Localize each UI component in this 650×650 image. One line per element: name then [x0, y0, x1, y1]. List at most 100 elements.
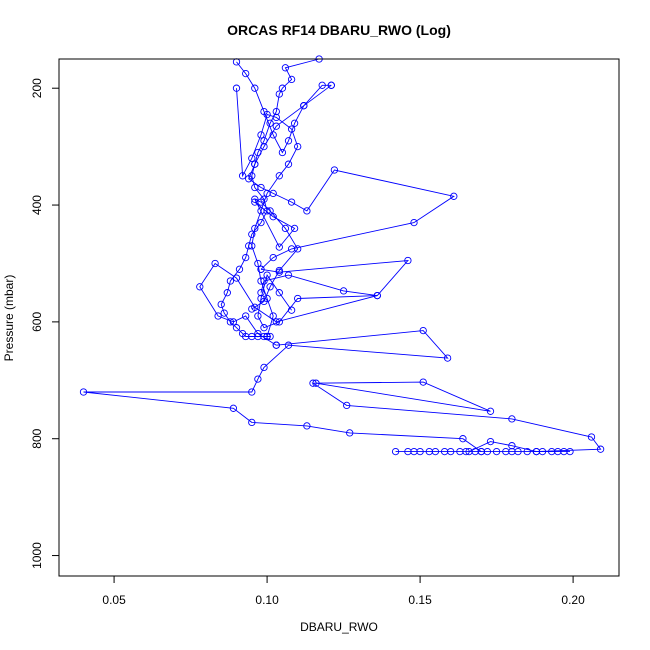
series-line-8	[257, 274, 378, 329]
data-point	[232, 84, 241, 92]
data-point	[312, 379, 320, 387]
data-point	[248, 388, 256, 396]
data-point	[248, 154, 256, 162]
data-point	[248, 242, 256, 250]
data-point	[254, 259, 262, 268]
data-point	[275, 318, 283, 326]
data-point	[242, 253, 250, 262]
data-point	[235, 265, 244, 273]
data-point	[254, 312, 262, 320]
data-point	[514, 447, 522, 456]
y-tick-label: 400	[30, 195, 44, 215]
data-point	[523, 447, 531, 456]
data-point	[232, 324, 241, 332]
data-point	[275, 172, 283, 180]
data-point	[278, 148, 287, 157]
data-point	[327, 81, 335, 89]
x-axis-label: DBARU_RWO	[300, 620, 378, 634]
data-point	[248, 305, 256, 313]
series-layer	[79, 55, 605, 456]
data-point	[278, 84, 287, 92]
data-point	[431, 447, 440, 456]
data-point	[462, 447, 470, 456]
data-point	[251, 198, 259, 206]
data-point	[254, 375, 262, 383]
data-point	[486, 407, 495, 415]
data-point	[447, 447, 455, 456]
data-point	[281, 224, 290, 233]
data-point	[269, 213, 277, 221]
series-7	[391, 447, 574, 456]
data-point	[275, 289, 283, 297]
data-point	[266, 207, 274, 215]
data-point	[272, 341, 280, 349]
data-point	[260, 107, 268, 116]
data-point	[596, 445, 605, 453]
data-point	[257, 289, 265, 297]
data-point	[242, 69, 250, 78]
data-point	[287, 306, 296, 314]
y-tick-label: 800	[30, 428, 44, 448]
data-point	[290, 119, 299, 127]
data-point	[251, 84, 259, 92]
data-point	[346, 429, 354, 437]
x-tick-label: 0.10	[255, 593, 279, 607]
x-tick-label: 0.05	[102, 593, 126, 607]
data-point	[232, 274, 241, 282]
data-point	[443, 354, 452, 362]
data-point	[330, 166, 339, 174]
data-point	[492, 447, 501, 456]
data-point	[229, 404, 238, 412]
data-point	[416, 447, 424, 456]
data-point	[419, 326, 427, 335]
data-point	[294, 142, 302, 151]
data-point	[508, 442, 516, 450]
data-point	[284, 137, 293, 145]
data-point	[272, 107, 280, 116]
data-point	[303, 207, 311, 215]
data-point	[260, 297, 268, 306]
data-point	[254, 329, 262, 338]
series-line-3	[248, 84, 455, 270]
data-point	[303, 422, 311, 430]
data-point	[275, 90, 283, 98]
data-point	[339, 287, 348, 295]
data-point	[79, 388, 88, 396]
series-line-4	[199, 259, 409, 346]
y-tick-label: 1000	[30, 542, 44, 569]
data-point	[343, 401, 351, 410]
data-point	[196, 283, 204, 291]
series-line-5	[83, 330, 482, 452]
data-point	[257, 265, 265, 273]
series-line-2	[236, 61, 332, 154]
data-point	[294, 294, 302, 303]
data-point	[508, 415, 516, 423]
data-point	[391, 447, 400, 456]
data-point	[248, 418, 256, 427]
data-point	[459, 435, 467, 443]
data-point	[260, 142, 268, 151]
data-point	[223, 289, 231, 297]
data-point	[483, 447, 492, 456]
y-tick-label: 200	[30, 78, 44, 98]
data-point	[272, 122, 280, 130]
y-axis: 200 400 600 800 1000	[30, 78, 60, 569]
data-point	[251, 160, 259, 168]
data-point	[275, 266, 283, 275]
data-point	[245, 175, 253, 183]
series-9	[248, 195, 302, 313]
data-point	[257, 218, 265, 227]
data-point	[220, 309, 228, 317]
data-point	[450, 192, 458, 200]
data-point	[263, 271, 271, 279]
data-point	[269, 189, 277, 198]
y-axis-label: Pressure (mbar)	[2, 275, 16, 362]
data-point	[248, 230, 256, 238]
data-point	[269, 253, 277, 262]
data-point	[260, 277, 268, 285]
x-tick-label: 0.15	[408, 593, 432, 607]
data-point	[211, 259, 219, 268]
y-tick-label: 600	[30, 312, 44, 332]
